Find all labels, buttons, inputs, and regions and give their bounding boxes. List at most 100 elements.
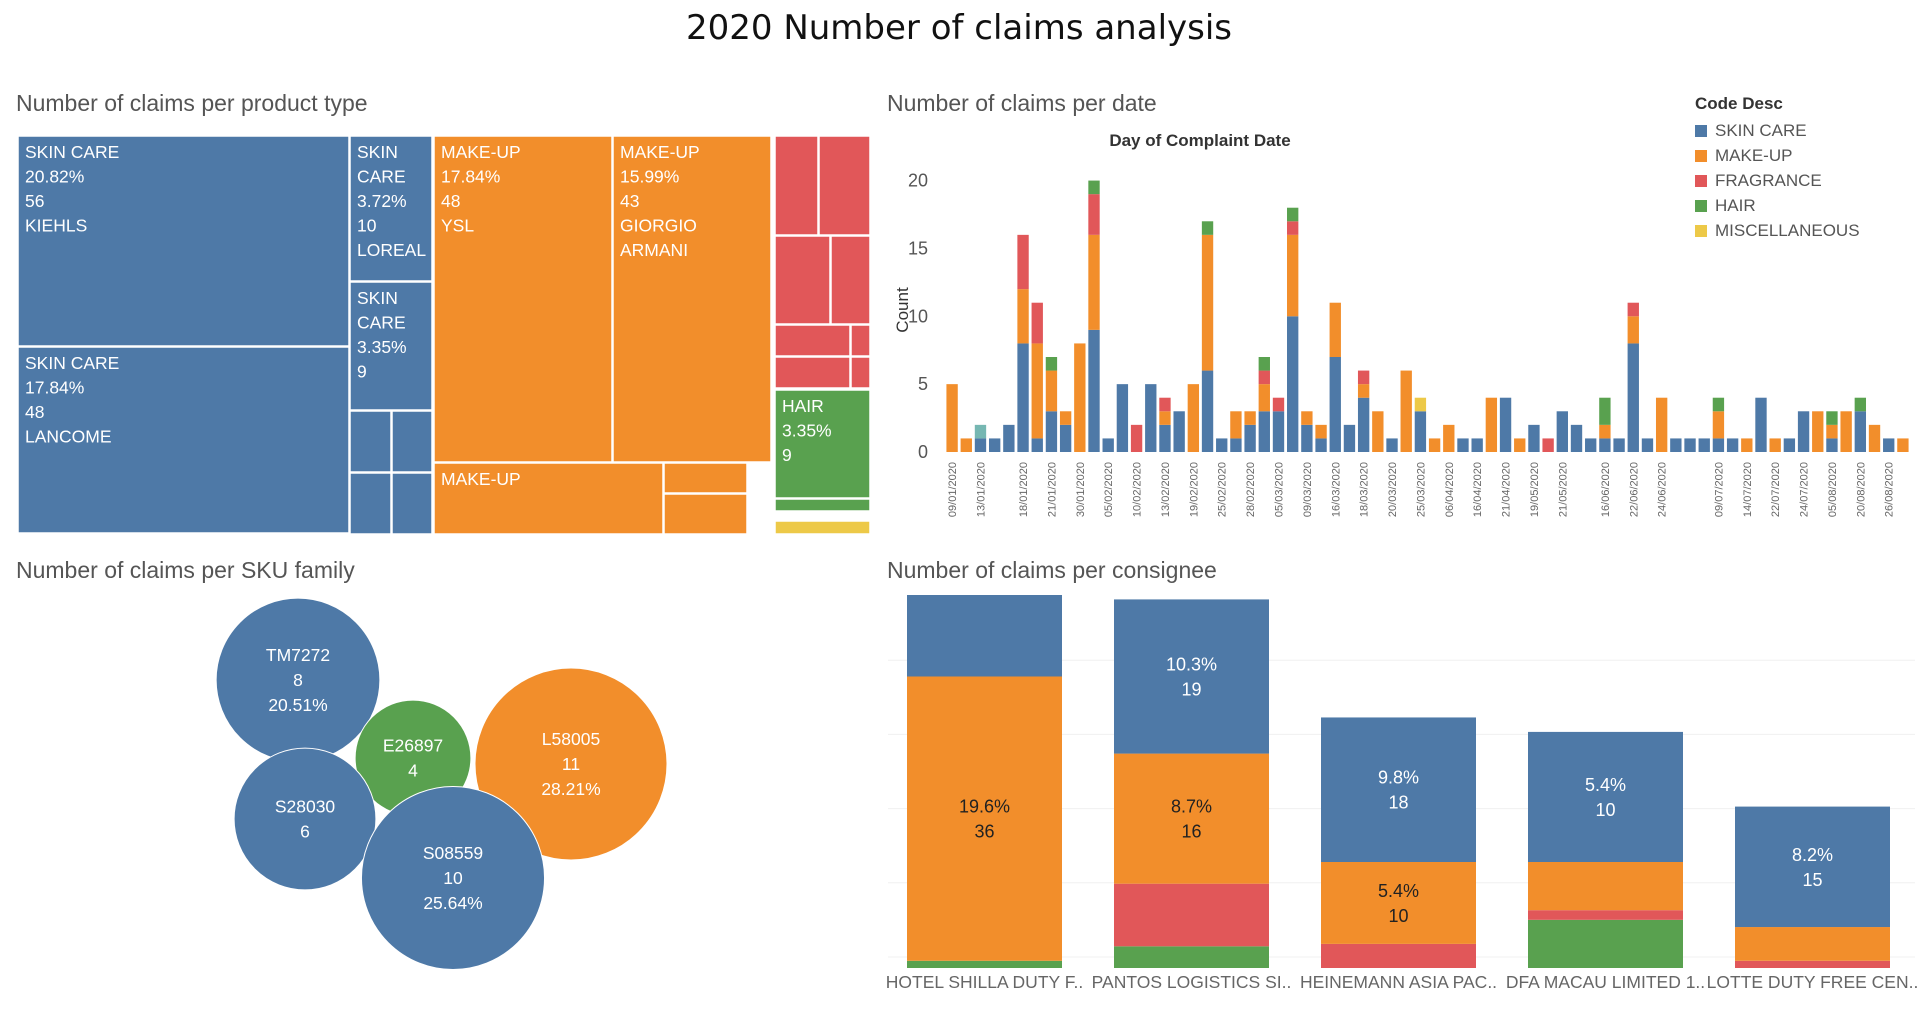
date-bar-segment <box>1287 316 1299 452</box>
date-bar-segment <box>1627 316 1639 344</box>
date-bar-segment <box>1088 234 1100 330</box>
treemap-tile <box>349 472 392 535</box>
date-bar-segment <box>1797 411 1810 452</box>
date-chart-ytick: 5 <box>918 374 928 394</box>
date-bar-segment <box>1400 370 1412 452</box>
treemap-tile-rect <box>349 281 433 411</box>
date-bar <box>1457 438 1469 452</box>
date-bar <box>1315 424 1327 452</box>
consignee-bar-count: 10 <box>1595 800 1615 820</box>
legend-label: MAKE-UP <box>1715 145 1793 165</box>
date-bar-segment <box>1116 384 1129 452</box>
treemap-tile-label: HAIR <box>782 396 824 416</box>
date-bar <box>1868 424 1881 452</box>
date-bar-segment <box>1670 438 1682 452</box>
date-bar-segment <box>1145 384 1157 452</box>
date-bar-segment <box>988 438 1001 452</box>
date-bar-segment <box>1017 289 1029 344</box>
bubble: TM7272 8 20.51% <box>215 597 381 763</box>
date-chart-xtick: 14/07/2020 <box>1742 462 1754 517</box>
date-chart-title: Number of claims per date <box>887 90 1157 116</box>
consignee-bar-percent: 5.4% <box>1378 881 1419 901</box>
date-chart-xtick: 19/02/2020 <box>1188 462 1200 517</box>
consignee-bar-segment <box>1321 862 1476 944</box>
date-bar <box>1826 411 1838 452</box>
treemap-tile-rect <box>818 135 871 236</box>
date-bar <box>1173 411 1185 452</box>
treemap-tile: SKIN CARE 3.35% 9 <box>349 281 433 411</box>
consignee-category-label: PANTOS LOGISTICS SI.. <box>1092 972 1292 992</box>
date-bar-segment <box>1230 411 1242 439</box>
treemap-tile-label: SKIN CARE <box>25 142 119 162</box>
treemap-title: Number of claims per product type <box>16 90 368 116</box>
date-chart-xtick: 24/07/2020 <box>1799 462 1811 517</box>
treemap-tile: MAKE-UP 15.99% 43 GIORGIO ARMANI <box>612 135 772 463</box>
date-bar-segment <box>1244 411 1256 425</box>
date-bar-segment <box>1599 424 1611 439</box>
treemap-tile-label: 17.84% <box>441 167 500 187</box>
consignee-bar-segment <box>1114 599 1269 754</box>
date-bar-segment <box>1088 194 1100 235</box>
treemap-tile-rect <box>774 235 831 325</box>
date-bar <box>1130 424 1143 452</box>
consignee-bar-count: 16 <box>1181 822 1201 842</box>
treemap-tile-label: MAKE-UP <box>620 142 700 162</box>
date-chart-xtick: 25/03/2020 <box>1415 462 1427 517</box>
date-bar-segment <box>1343 424 1356 452</box>
treemap-tile-label: 17.84% <box>25 378 84 398</box>
date-bar-segment <box>1372 411 1384 452</box>
date-bar <box>1272 397 1285 452</box>
date-bar <box>1655 397 1668 452</box>
date-chart-xtick: 05/02/2020 <box>1103 462 1115 517</box>
treemap-tile-rect <box>349 135 433 282</box>
legend-item: MAKE-UP <box>1695 143 1860 168</box>
bubble-label: S08559 <box>423 843 483 863</box>
date-bar <box>1045 357 1058 452</box>
treemap-tile-rect <box>774 356 851 389</box>
date-bar-segment <box>1868 424 1881 452</box>
date-bar <box>1301 411 1313 452</box>
legend-swatch <box>1695 199 1707 212</box>
treemap-tile-label: 48 <box>25 402 44 422</box>
consignee-bar-segment <box>1114 946 1269 968</box>
date-bar <box>1386 438 1398 452</box>
consignee-bar: 8.2% 15 <box>1735 806 1890 968</box>
date-bar-segment <box>1159 424 1171 452</box>
bubble-label: E26897 <box>383 736 443 756</box>
date-bar <box>1698 438 1710 452</box>
date-bar-segment <box>1287 221 1299 235</box>
date-bar <box>946 384 958 452</box>
date-chart-xtick: 21/01/2020 <box>1046 462 1058 517</box>
date-bar <box>1755 397 1767 452</box>
date-chart-axis-title: Day of Complaint Date <box>1109 131 1290 150</box>
treemap-tile-label: ARMANI <box>620 240 688 260</box>
date-bar-segment <box>1003 424 1015 452</box>
date-bar <box>1145 384 1157 452</box>
date-bar-segment <box>1883 438 1895 452</box>
treemap-tile-label: SKIN <box>357 288 398 308</box>
date-bar-segment <box>1485 397 1498 452</box>
date-bar <box>1116 384 1129 452</box>
treemap-chart: SKIN CARE 20.82% 56 KIEHLS SKIN CARE 17.84% 48… <box>17 135 871 535</box>
date-bar-segment <box>1840 411 1852 452</box>
consignee-bar-segment <box>1528 910 1683 920</box>
consignee-bar-percent: 8.2% <box>1792 845 1833 865</box>
treemap-tile-rect <box>17 346 350 534</box>
treemap-tile-label: CARE <box>357 313 406 333</box>
date-bar-segment <box>1528 424 1540 452</box>
consignee-bar-segment <box>1735 960 1890 968</box>
consignee-bar-segment <box>907 459 1062 677</box>
treemap-tile-rect <box>17 135 350 347</box>
treemap-tile-rect <box>612 135 772 463</box>
date-bar-segment <box>1684 438 1696 452</box>
treemap-tile-label: CARE <box>357 167 406 187</box>
date-bar <box>1287 207 1299 452</box>
date-bar-segment <box>1258 411 1270 452</box>
treemap-tile-label: 9 <box>357 362 367 382</box>
date-bar <box>1244 411 1256 452</box>
treemap-tile-label: YSL <box>441 216 474 236</box>
date-bar-segment <box>1272 397 1285 412</box>
date-bar <box>1216 438 1228 452</box>
date-bar <box>1499 397 1512 452</box>
date-bar <box>1357 370 1370 452</box>
